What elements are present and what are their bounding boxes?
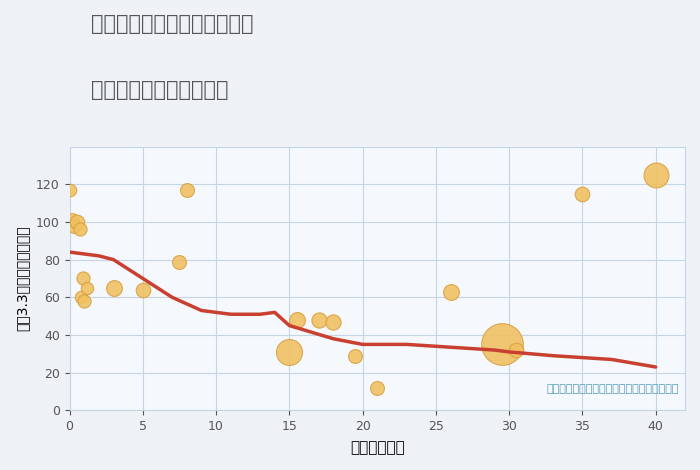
Point	[69, 222, 80, 229]
Point	[328, 318, 339, 326]
Point	[76, 294, 87, 301]
Point	[313, 316, 324, 324]
Point	[67, 216, 78, 224]
Point	[511, 346, 522, 354]
X-axis label: 築年数（年）: 築年数（年）	[350, 440, 405, 455]
Point	[284, 348, 295, 356]
Point	[74, 226, 85, 233]
Point	[174, 258, 185, 265]
Text: 円の大きさは、取引のあった物件面積を示す: 円の大きさは、取引のあった物件面積を示す	[546, 384, 679, 394]
Point	[181, 186, 193, 194]
Point	[372, 384, 383, 392]
Point	[71, 218, 83, 226]
Point	[137, 286, 148, 294]
Text: 築年数別中古戸建て価格: 築年数別中古戸建て価格	[91, 80, 228, 100]
Y-axis label: 坪（3.3㎡）単価（万円）: 坪（3.3㎡）単価（万円）	[15, 226, 29, 331]
Point	[291, 316, 302, 324]
Point	[81, 284, 92, 292]
Point	[77, 274, 88, 282]
Point	[577, 190, 588, 197]
Point	[445, 288, 456, 296]
Point	[496, 341, 507, 348]
Text: 兵庫県姫路市八代東光寺町の: 兵庫県姫路市八代東光寺町の	[91, 14, 253, 34]
Point	[64, 186, 75, 194]
Point	[108, 284, 119, 292]
Point	[650, 171, 662, 179]
Point	[350, 352, 361, 360]
Point	[78, 298, 90, 305]
